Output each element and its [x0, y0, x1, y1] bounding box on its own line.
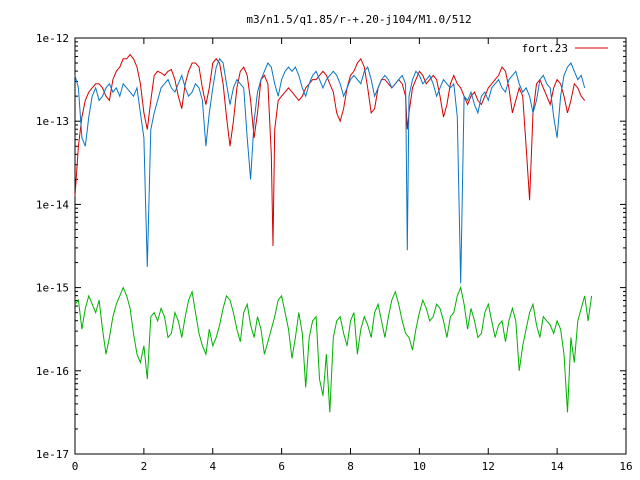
- x-tick-label: 4: [209, 460, 216, 473]
- chart-title: m3/n1.5/q1.85/r-+.20-j104/M1.0/512: [246, 13, 471, 26]
- y-tick-label: 1e-15: [36, 282, 69, 295]
- y-tick-label: 1e-12: [36, 32, 69, 45]
- x-tick-label: 16: [619, 460, 632, 473]
- x-tick-label: 0: [72, 460, 79, 473]
- x-tick-label: 12: [482, 460, 495, 473]
- series-line-3: [74, 285, 593, 413]
- series-line-2: [74, 57, 586, 284]
- x-tick-label: 6: [278, 460, 285, 473]
- y-tick-label: 1e-14: [36, 198, 69, 211]
- x-axis: 0 2 4 6 8 10 12 14 16: [72, 38, 633, 473]
- series-layer: [74, 53, 593, 413]
- y-tick-label: 1e-17: [36, 448, 69, 461]
- series-line-fort-23: [74, 53, 586, 247]
- x-tick-label: 14: [551, 460, 565, 473]
- y-tick-label: 1e-16: [36, 365, 69, 378]
- x-tick-label: 8: [347, 460, 354, 473]
- x-tick-label: 2: [141, 460, 148, 473]
- y-tick-label: 1e-13: [36, 115, 69, 128]
- legend-label-fort-23: fort.23: [522, 42, 568, 55]
- x-tick-label: 10: [413, 460, 426, 473]
- legend: fort.23: [522, 42, 608, 55]
- y-axis: 1e-12 1e-13 1e-14 1e-15 1e-16 1e-17: [36, 32, 626, 461]
